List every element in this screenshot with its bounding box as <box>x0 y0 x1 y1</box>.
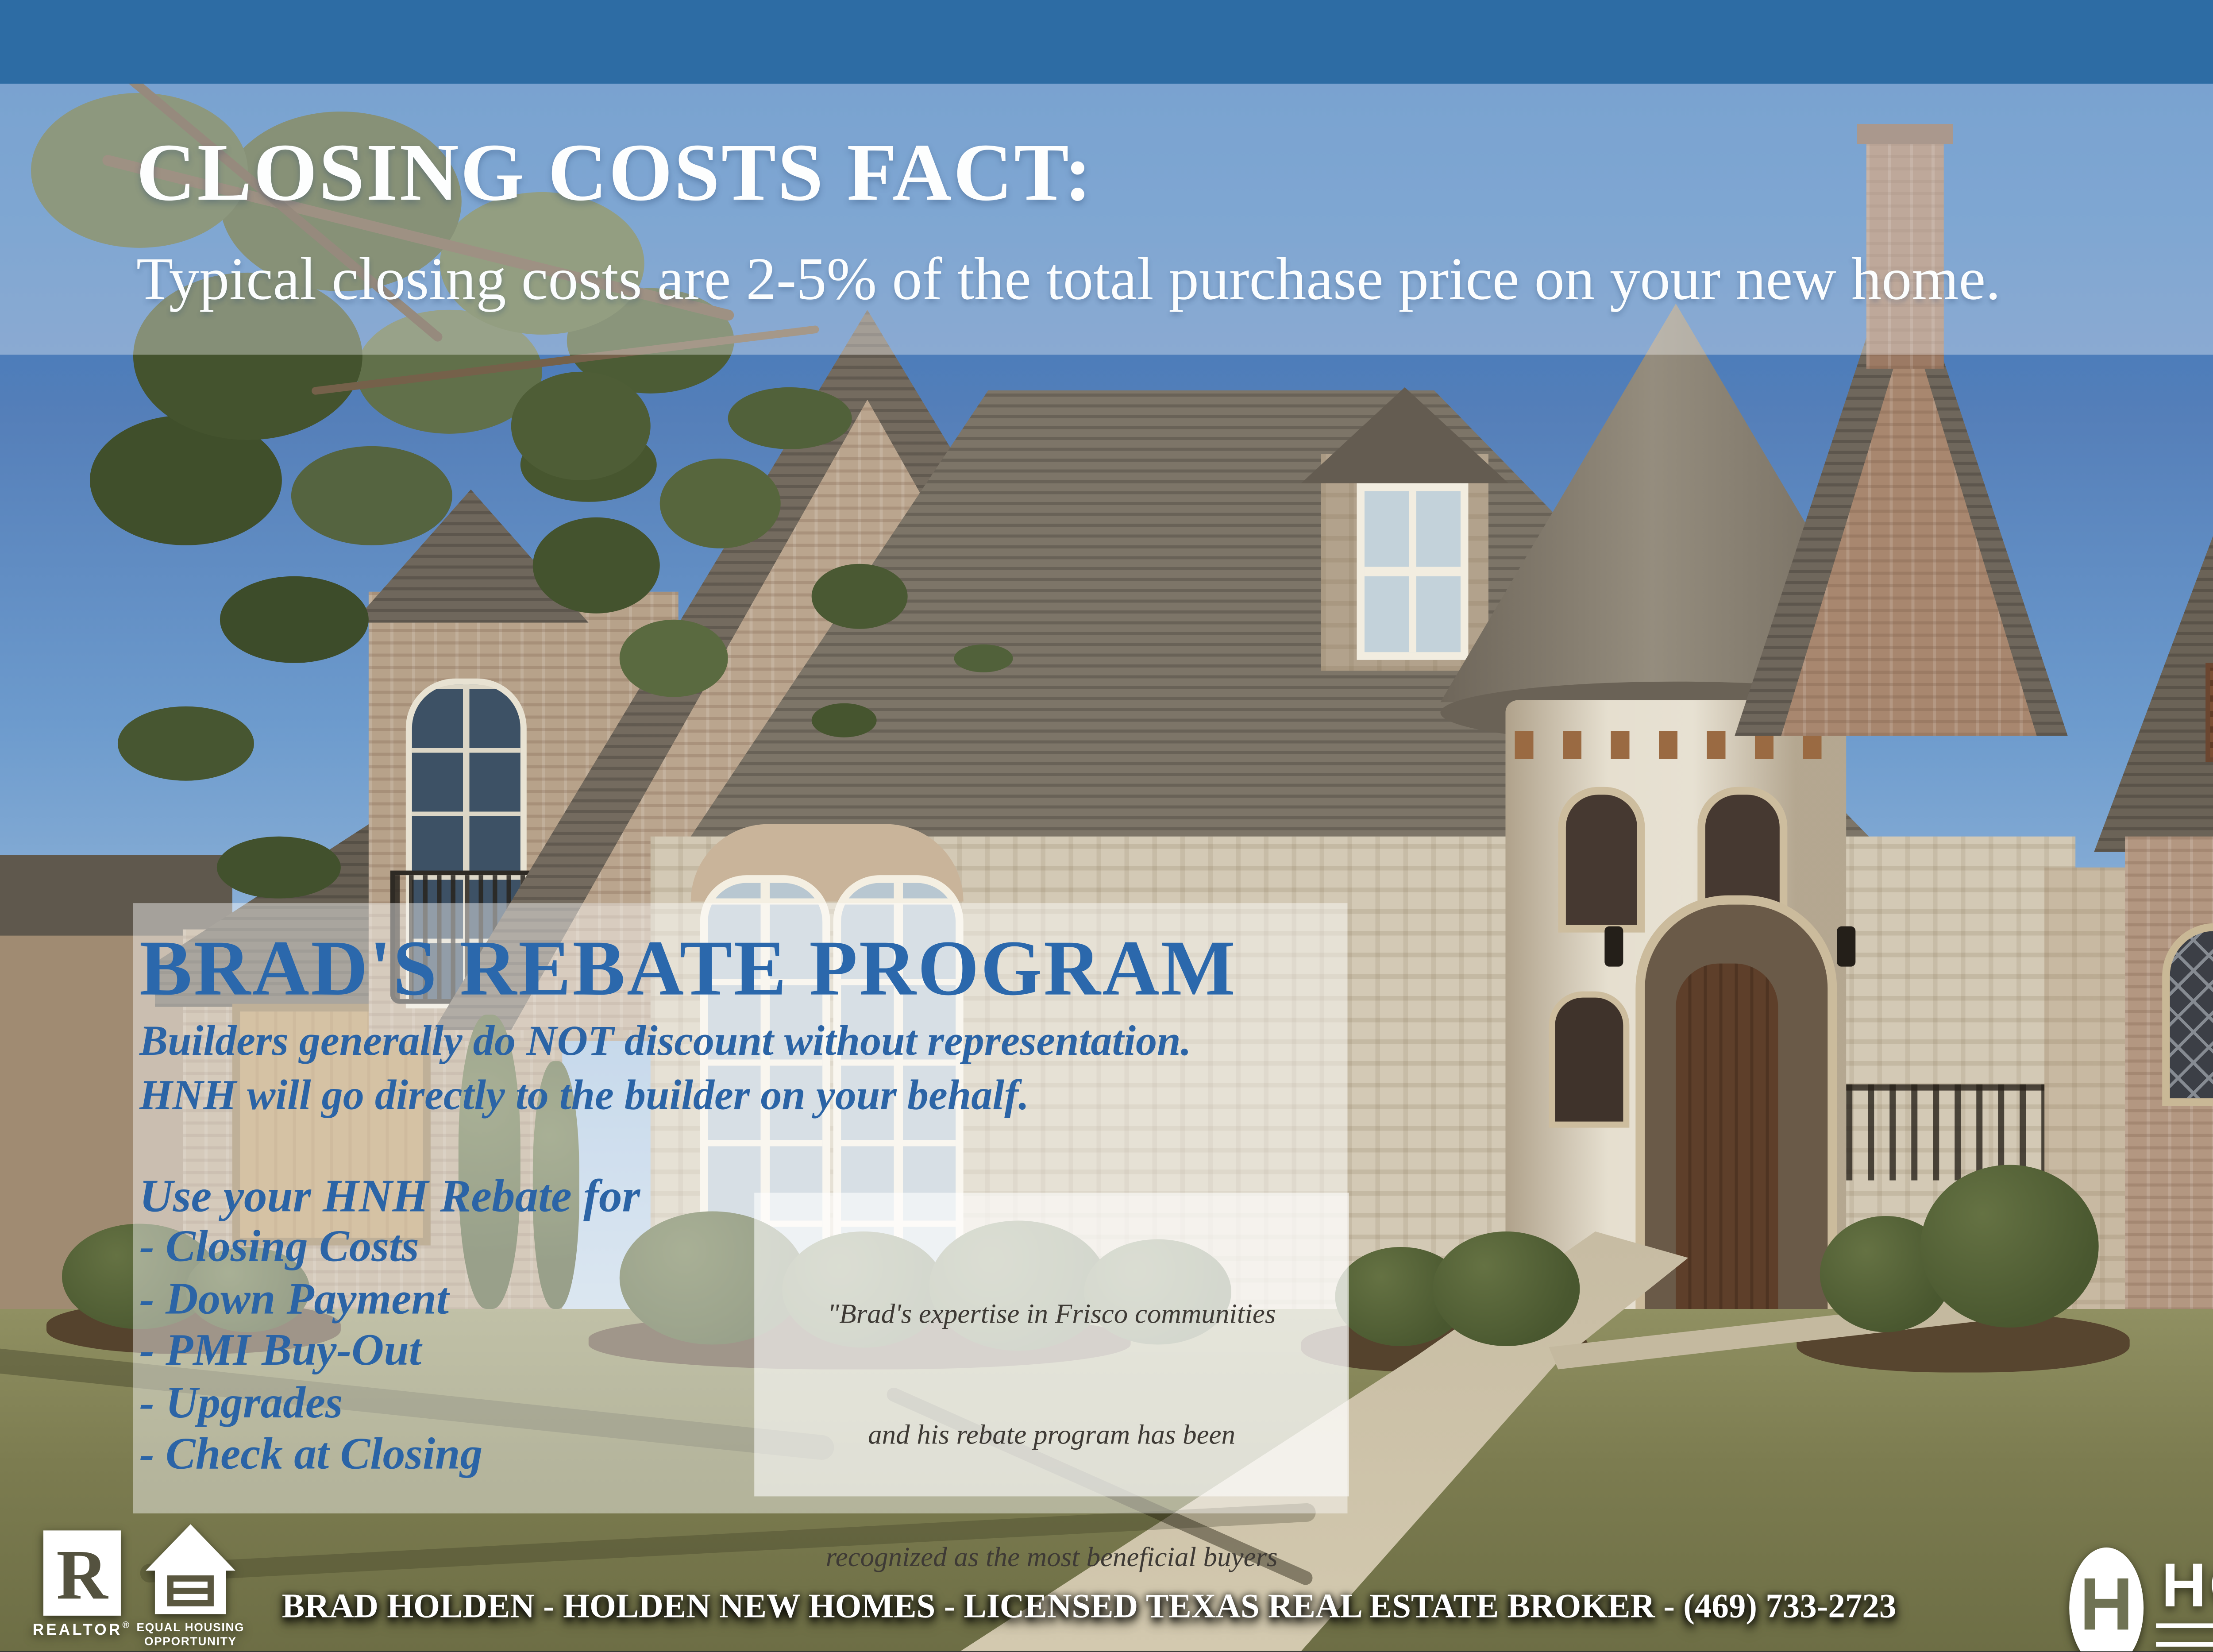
porch-iron-railing <box>1846 1084 2079 1181</box>
columnar-shrub <box>532 1061 579 1309</box>
program-taglines: Builders generally do NOT discount witho… <box>139 1013 1191 1122</box>
rebate-list: - Closing Costs - Down Payment - PMI Buy… <box>139 1222 482 1482</box>
neighbor-roof <box>0 855 232 936</box>
porch-lantern-left <box>1604 926 1623 967</box>
tagline-line: HNH will go directly to the builder on y… <box>139 1070 1029 1119</box>
testimonial-text: "Brad's expertise in Frisco communities … <box>767 1212 1337 1652</box>
rebate-intro: Use your HNH Rebate for <box>139 1171 640 1223</box>
testimonial-line: recognized as the most beneficial buyers <box>825 1542 1278 1573</box>
closing-costs-banner <box>0 83 2213 355</box>
porch-lantern-right <box>1837 926 1856 967</box>
garage-door <box>232 1004 431 1246</box>
holden-double-rule <box>2156 1623 2213 1647</box>
bush <box>1920 1165 2099 1328</box>
holden-h-letter: H <box>2079 1564 2133 1647</box>
gable-louver-vent <box>2205 663 2213 762</box>
entry-door <box>1676 963 1778 1348</box>
holden-logo-title: HOLDEN <box>2161 1552 2213 1621</box>
rebate-item: - Upgrades <box>139 1378 343 1428</box>
rebate-item: - Check at Closing <box>139 1429 483 1479</box>
bush <box>1432 1231 1580 1346</box>
holden-logo: HOLDEN New Homes <box>2156 1555 2213 1651</box>
equal-bar <box>173 1581 208 1588</box>
tree-foliage <box>511 371 651 480</box>
registered-mark: ® <box>122 1621 132 1631</box>
holden-h-oval-icon: H <box>2069 1547 2144 1652</box>
rebate-item: - PMI Buy-Out <box>139 1326 422 1376</box>
bush <box>185 1247 310 1332</box>
testimonial-box: "Brad's expertise in Frisco communities … <box>754 1193 1349 1573</box>
columnar-shrub <box>458 1015 520 1309</box>
realtor-r-letter: R <box>56 1535 108 1614</box>
equal-bar <box>173 1594 208 1600</box>
equal-housing-label-2: OPPORTUNITY <box>144 1634 237 1648</box>
realtor-label-text: REALTOR <box>32 1622 123 1640</box>
rebate-item: - Down Payment <box>139 1274 449 1324</box>
dormer-window <box>1357 483 1469 660</box>
realtor-r-icon: R <box>43 1530 121 1616</box>
realtor-label: REALTOR® <box>25 1622 139 1640</box>
banner-subtitle: Typical closing costs are 2-5% of the to… <box>136 246 2001 313</box>
tagline-line: Builders generally do NOT discount witho… <box>139 1016 1191 1065</box>
testimonial-line: and his rebate program has been <box>868 1420 1236 1451</box>
top-strip <box>0 0 2213 84</box>
broker-contact-line: BRAD HOLDEN - HOLDEN NEW HOMES - LICENSE… <box>281 1586 1897 1625</box>
chimney <box>1866 136 1944 369</box>
equal-housing-icon <box>145 1524 235 1571</box>
rebate-item: - Closing Costs <box>139 1222 419 1272</box>
program-title: BRAD'S REBATE PROGRAM <box>139 926 1237 1013</box>
turret-window-lower-left <box>1549 991 1630 1128</box>
equal-housing-label-1: EQUAL HOUSING <box>136 1620 245 1634</box>
diamond-grid-window <box>2162 923 2213 1106</box>
equal-sign-window <box>167 1575 214 1606</box>
chimney-cap <box>1857 124 1953 144</box>
testimonial-line: "Brad's expertise in Frisco communities <box>827 1297 1276 1329</box>
banner-title: CLOSING COSTS FACT: <box>136 128 1093 219</box>
turret-corbels <box>1515 731 1840 759</box>
